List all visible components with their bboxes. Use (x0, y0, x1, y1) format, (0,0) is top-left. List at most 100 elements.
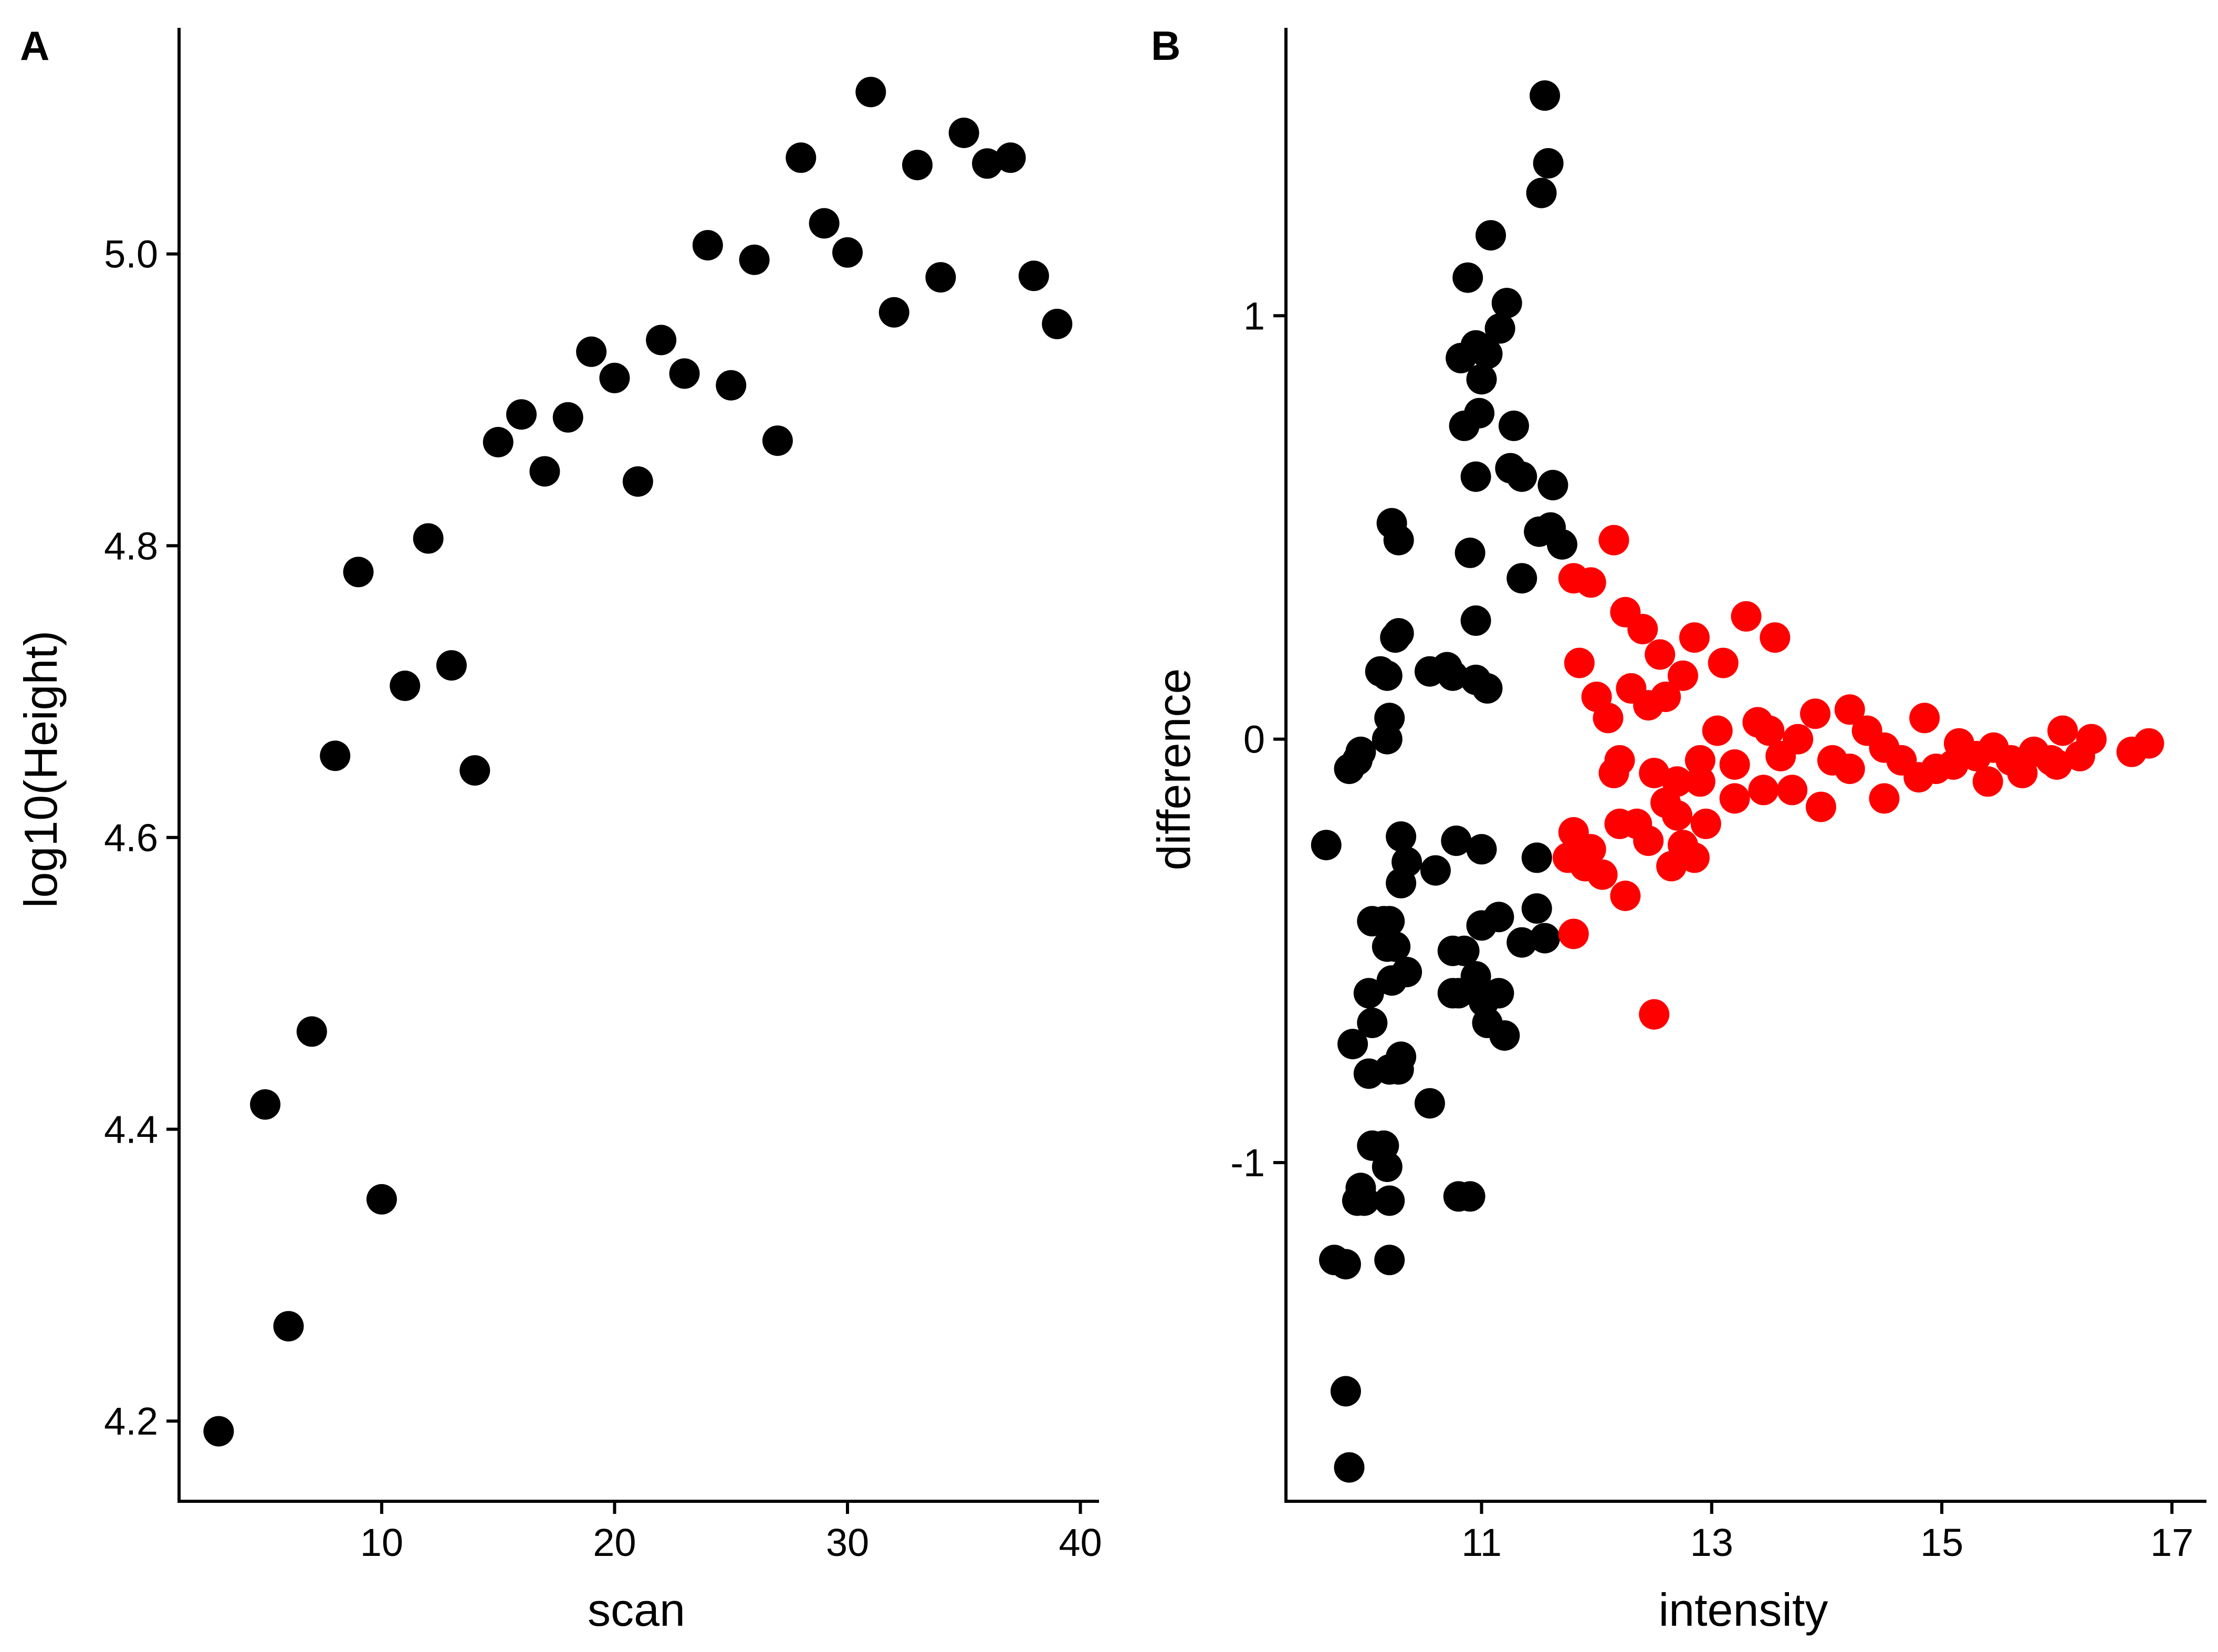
panel-b-point (1521, 842, 1552, 873)
panel-b-point (1524, 516, 1555, 547)
panel-a-point (599, 362, 630, 393)
panel-b-point (1437, 978, 1468, 1009)
panel-b-point (1598, 758, 1629, 789)
panel-b-point (1472, 338, 1503, 369)
panel-b-ticks: 11 13 15 17 -1 0 1 (1230, 294, 2193, 1564)
panel-b-point (1455, 537, 1485, 568)
panel-b-point (2076, 724, 2107, 755)
panel-b-point (1460, 461, 1491, 492)
panel-b-point (1537, 469, 1568, 500)
panel-b-point (1616, 673, 1647, 704)
panel-a-x-tick-label: 40 (1059, 1521, 1102, 1564)
panel-a-point (529, 456, 560, 487)
panel-a-x-title: scan (588, 1584, 685, 1636)
panel-b-point (2047, 715, 2078, 746)
panel-a-point (459, 755, 490, 786)
panel-b: B 11 13 15 17 -1 0 1 intensity difference (1148, 23, 2206, 1636)
panel-a-point (786, 142, 817, 173)
panel-b-point (1353, 978, 1384, 1009)
panel-b-point (1489, 1020, 1520, 1051)
panel-a-x-tick-label: 20 (593, 1521, 636, 1564)
panel-b-point (1639, 758, 1670, 789)
panel-b-point (1498, 410, 1529, 441)
panel-a-y-tick-label: 5.0 (104, 233, 158, 276)
panel-a-point (646, 325, 677, 356)
panel-b-point (2042, 749, 2073, 780)
panel-a-point (855, 77, 886, 108)
panel-b-point (1460, 961, 1491, 992)
panel-a-y-tick-label: 4.4 (104, 1108, 158, 1152)
panel-a-point (1018, 260, 1049, 291)
panel-b-point (1449, 935, 1480, 966)
panel-b-point (1449, 410, 1480, 441)
panel-b-point (1526, 177, 1557, 208)
panel-a-point (995, 142, 1026, 173)
panel-b-point (1357, 1007, 1388, 1038)
panel-b-point (1330, 1249, 1361, 1280)
panel-b-point (1627, 614, 1658, 644)
panel-b-point (1506, 927, 1537, 958)
panel-a-point (1042, 309, 1073, 339)
panel-a-point (296, 1016, 327, 1047)
panel-b-point (1685, 745, 1715, 776)
panel-b-point (1420, 855, 1451, 886)
panel-a-point (552, 402, 583, 433)
panel-b-point (1685, 766, 1715, 797)
panel-b-point (1598, 525, 1629, 556)
panel-b-point (1380, 931, 1411, 962)
panel-b-x-title: intensity (1659, 1584, 1828, 1636)
panel-b-point (1386, 821, 1417, 852)
panel-b-point (1533, 148, 1564, 179)
panel-a-x-tick-label: 30 (826, 1521, 869, 1564)
panel-b-series-0 (1311, 80, 1577, 1483)
panel-a-point (576, 336, 607, 367)
panel-b-point (1754, 715, 1785, 746)
panel-a-ticks: 10 20 30 40 4.2 4.4 4.6 4.8 5.0 (104, 233, 1102, 1564)
panel-b-x-tick-label: 13 (1690, 1521, 1733, 1564)
panel-b-point (1530, 923, 1560, 954)
panel-b-point (1334, 1452, 1365, 1483)
panel-a-series-0 (203, 77, 1073, 1447)
panel-b-point (1372, 1152, 1403, 1182)
panel-b-series-1 (1552, 525, 2164, 1030)
panel-b-point (1564, 647, 1595, 678)
panel-a-point (692, 230, 723, 260)
panel-b-point (1783, 724, 1814, 755)
panel-b-point (1702, 715, 1733, 746)
panel-b-point (1587, 859, 1618, 890)
panel-b-y-title: difference (1148, 668, 1200, 871)
panel-b-point (1334, 754, 1365, 785)
panel-b-point (1834, 754, 1865, 785)
panel-b-point (1372, 660, 1403, 691)
panel-b-x-tick-label: 11 (1461, 1521, 1502, 1564)
panel-b-point (1476, 220, 1506, 251)
panel-b-y-tick-label: 0 (1243, 718, 1265, 761)
panel-b-point (1483, 902, 1514, 933)
panel-b-point (1668, 660, 1698, 691)
panel-a-y-tick-label: 4.2 (104, 1399, 158, 1443)
panel-b-point (1645, 639, 1676, 670)
panel-b-point (1558, 817, 1589, 848)
panel-b-point (1760, 622, 1791, 653)
panel-a-point (716, 370, 747, 401)
panel-b-point (1938, 749, 1969, 780)
panel-b-point (2133, 728, 2164, 759)
panel-b-point (1719, 783, 1750, 814)
panel-b-point (1414, 1088, 1445, 1119)
panel-b-point (1731, 601, 1762, 632)
panel-b-point (1679, 622, 1710, 653)
panel-a-tag: A (20, 23, 49, 69)
panel-b-point (1748, 775, 1779, 806)
panel-a-point (320, 740, 351, 771)
panel-a-point (669, 358, 700, 389)
panel-b-point (1337, 1029, 1368, 1060)
panel-a-point (436, 650, 467, 681)
panel-a-point (366, 1184, 397, 1215)
panel-b-point (1521, 893, 1552, 924)
panel-b-point (1800, 698, 1830, 729)
panel-b-point (1491, 288, 1522, 319)
panel-b-point (1483, 978, 1514, 1009)
panel-b-point (1903, 762, 1934, 793)
panel-b-point (1446, 342, 1477, 373)
